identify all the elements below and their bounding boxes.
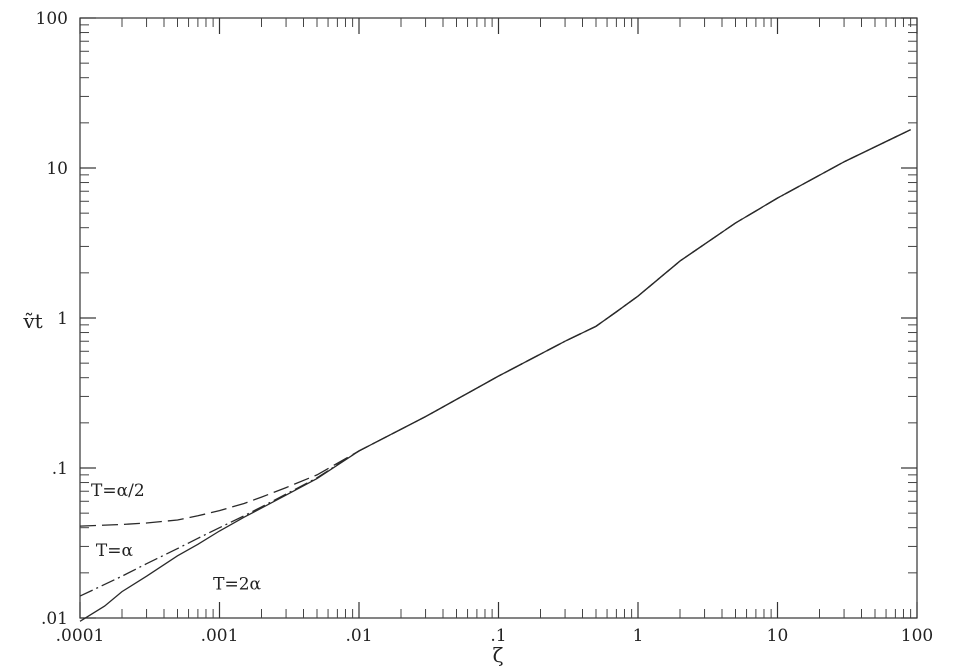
y-tick-label: .01 (41, 609, 68, 629)
series-line-1 (79, 129, 911, 597)
series-line-0 (79, 129, 911, 527)
curve-annotation: T=2α (213, 574, 261, 594)
x-tick-label: 100 (901, 626, 933, 646)
x-tick-labels: .0001 .001 .01 .1 1 10 100 (56, 626, 934, 646)
x-tick-label: 1 (633, 626, 644, 646)
y-tick-label: .1 (52, 459, 68, 479)
y-tick-labels: .01 .1 1 10 100 (36, 9, 68, 629)
annotations: T=α/2 T=α T=2α (91, 481, 261, 594)
series-lines (79, 129, 911, 622)
y-axis-label: ṽt (22, 309, 42, 333)
x-tick-label: .1 (490, 626, 506, 646)
curve-annotation: T=α/2 (91, 481, 145, 501)
x-tick-label: .01 (345, 626, 372, 646)
major-ticks (79, 17, 918, 619)
y-tick-label: 10 (46, 159, 68, 179)
plot-frame (79, 17, 918, 619)
minor-ticks (80, 18, 917, 618)
curve-annotation: T=α (96, 541, 134, 561)
x-tick-label: .001 (201, 626, 239, 646)
series-line-2 (79, 129, 911, 622)
x-axis-label: ζ (493, 643, 504, 667)
x-tick-label: .0001 (56, 626, 105, 646)
y-tick-label: 1 (57, 309, 68, 329)
y-tick-label: 100 (36, 9, 68, 29)
x-tick-label: 10 (767, 626, 789, 646)
